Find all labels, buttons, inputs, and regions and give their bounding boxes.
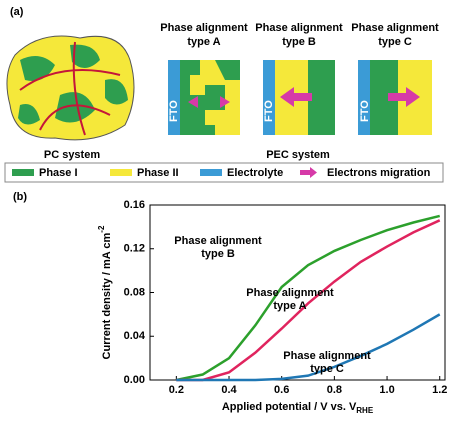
pc-blob bbox=[6, 35, 135, 141]
y-axis-label-main: Current density / mA cm bbox=[101, 232, 113, 359]
legend-swatch bbox=[200, 169, 222, 176]
type-title: type A bbox=[187, 36, 220, 48]
y-tick-label: 0.04 bbox=[124, 330, 146, 342]
data-line bbox=[176, 214, 441, 382]
panel-b bbox=[263, 60, 335, 135]
legend-box bbox=[4, 162, 444, 183]
type-title: Phase alignment bbox=[255, 22, 343, 34]
type-title: Phase alignment bbox=[160, 22, 248, 34]
panel-label: (b) bbox=[13, 191, 27, 203]
annotation: Phase alignment bbox=[246, 287, 334, 299]
fto-label: FTO bbox=[359, 100, 371, 122]
pc-label: PC system bbox=[44, 149, 100, 161]
x-axis-label-sub: RHE bbox=[356, 406, 374, 415]
panel-label: (a) bbox=[10, 6, 24, 18]
panel-c bbox=[358, 60, 432, 135]
y-tick-label: 0.08 bbox=[124, 286, 145, 298]
x-tick-label: 1.0 bbox=[379, 384, 394, 396]
panel-a bbox=[168, 60, 240, 135]
legend-label: Phase II bbox=[137, 167, 179, 179]
x-axis-label-main: Applied potential / V vs. V bbox=[222, 401, 357, 413]
x-tick-label: 1.2 bbox=[432, 384, 447, 396]
x-tick-label: 0.6 bbox=[274, 384, 289, 396]
legend-label: Electrons migration bbox=[327, 167, 431, 179]
data-line bbox=[176, 313, 441, 382]
legend-label: Phase I bbox=[39, 167, 78, 179]
x-axis-label: Applied potential / V vs. VRHE bbox=[222, 401, 374, 415]
type-title: type C bbox=[378, 36, 412, 48]
y-axis-label: Current density / mA cm-2 bbox=[97, 225, 113, 359]
legend-arrow bbox=[300, 167, 317, 178]
legend-swatch bbox=[12, 169, 34, 176]
y-tick-label: 0.00 bbox=[124, 374, 145, 386]
legend-label: Electrolyte bbox=[227, 167, 283, 179]
data-line bbox=[176, 219, 441, 382]
x-tick-label: 0.8 bbox=[327, 384, 342, 396]
annotation: Phase alignment bbox=[174, 235, 262, 247]
type-title: Phase alignment bbox=[351, 22, 439, 34]
annotation: type B bbox=[201, 248, 235, 260]
x-tick-label: 0.2 bbox=[169, 384, 184, 396]
legend-swatch bbox=[110, 169, 132, 176]
annotation: type C bbox=[310, 363, 344, 375]
annotation: Phase alignment bbox=[283, 350, 371, 362]
type-title: type B bbox=[282, 36, 316, 48]
y-tick-label: 0.16 bbox=[124, 199, 145, 211]
annotation: type A bbox=[273, 300, 306, 312]
pec-label: PEC system bbox=[266, 149, 330, 161]
y-tick-label: 0.12 bbox=[124, 243, 145, 255]
fto-label: FTO bbox=[168, 100, 180, 122]
fto-label: FTO bbox=[263, 100, 275, 122]
y-axis-label-sup: -2 bbox=[97, 225, 106, 233]
x-tick-label: 0.4 bbox=[221, 384, 237, 396]
